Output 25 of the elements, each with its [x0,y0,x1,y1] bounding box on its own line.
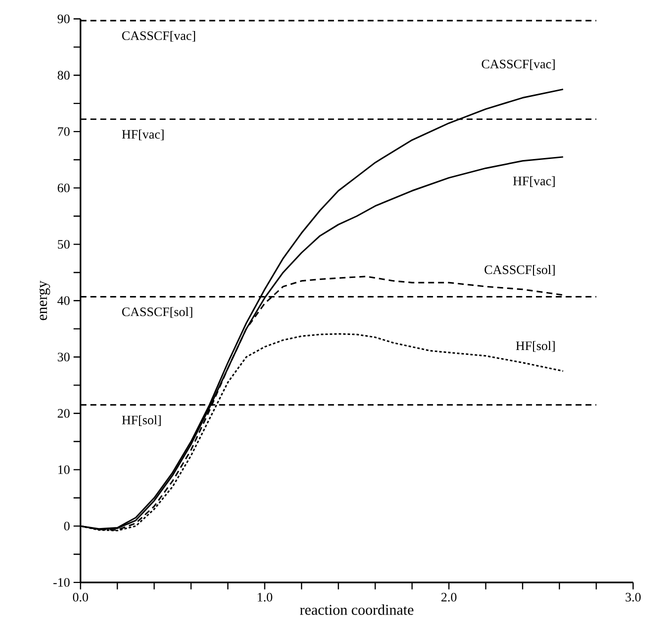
ref-line-label: HF[sol] [122,415,161,426]
y-tick-label: 60 [58,184,70,192]
y-tick-label: 50 [58,240,70,249]
y-tick-label: 90 [58,14,70,24]
y-tick-label: 30 [58,352,70,362]
ref-line-label: CASSCF[vac] [122,30,196,42]
y-tick-label: 0 [64,522,70,530]
x-tick-label: 1.0 [258,592,272,602]
y-tick-label: 80 [58,70,70,80]
series-label: HF[sol] [516,341,555,352]
y-tick-label: 70 [58,127,70,136]
ref-line-label: HF[vac] [122,130,164,140]
series-label: CASSCF[sol] [484,264,555,276]
y-tick-label: -10 [53,578,70,587]
x-tick-label: 2.0 [441,592,456,602]
y-axis-title: energy [39,280,50,320]
y-tick-label: 40 [57,296,70,305]
x-axis-title: reaction coordinate [300,604,414,615]
y-tick-label: 10 [58,465,70,474]
series-label: CASSCF[vac] [482,59,555,70]
x-tick-label: 0.0 [72,592,88,602]
ref-line-label: CASSCF[sol] [122,307,192,318]
series-label: HF[vac] [513,176,555,187]
x-tick-label: 3.0 [626,592,641,602]
y-tick-label: 20 [58,408,70,418]
